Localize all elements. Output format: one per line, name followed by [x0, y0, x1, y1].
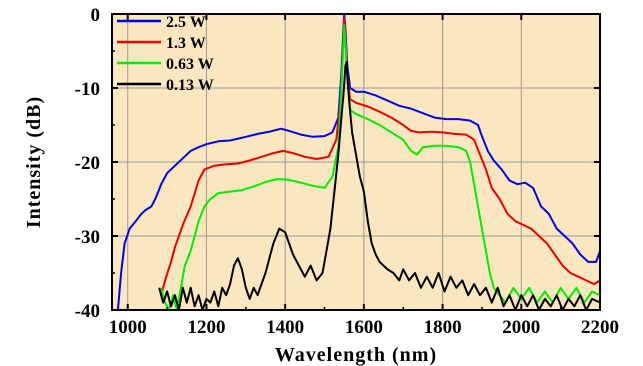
y-tick-labels: 0 -10 -20 -30 -40	[75, 5, 100, 322]
x-tick-label: 2000	[502, 317, 540, 338]
x-tick-label: 1600	[345, 317, 383, 338]
x-tick-label: 1800	[424, 317, 462, 338]
y-tick-label: -10	[75, 79, 100, 100]
legend-label: 0.63 W	[166, 56, 214, 73]
x-tick-labels: 1000 1200 1400 1600 1800 2000 2200	[109, 317, 619, 338]
y-tick-label: -20	[75, 153, 100, 174]
x-tick-label: 2200	[581, 317, 619, 338]
series-layer	[116, 14, 600, 310]
axis-ticks	[112, 13, 601, 311]
y-axis-title: Intensity (dB)	[23, 96, 45, 228]
legend-label: 0.13 W	[166, 77, 214, 94]
series-line-1-3-W	[160, 16, 600, 296]
y-tick-label: 0	[91, 5, 101, 26]
legend: 2.5 W 1.3 W 0.63 W 0.13 W	[117, 14, 214, 94]
x-axis-title: Wavelength (nm)	[275, 344, 437, 366]
y-tick-label: -30	[75, 227, 100, 248]
x-tick-label: 1200	[187, 317, 225, 338]
x-tick-label: 1000	[109, 317, 147, 338]
y-tick-label: -40	[75, 301, 100, 322]
x-tick-label: 1400	[266, 317, 304, 338]
legend-label: 2.5 W	[166, 14, 206, 31]
series-line-0-13-W	[158, 61, 600, 310]
legend-label: 1.3 W	[166, 35, 206, 52]
